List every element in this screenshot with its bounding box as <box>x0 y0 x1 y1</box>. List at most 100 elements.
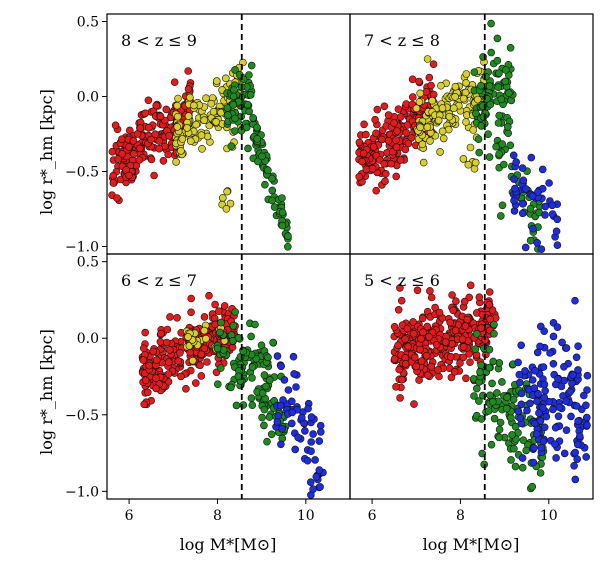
data-point-blue <box>510 196 518 205</box>
data-point-blue <box>562 344 571 352</box>
data-point-yellow <box>439 134 448 143</box>
data-point-red <box>446 318 455 327</box>
data-point-green <box>505 89 513 97</box>
data-point-yellow <box>459 155 468 163</box>
data-point-blue <box>519 176 528 185</box>
data-point-red <box>147 135 155 144</box>
data-point-green <box>490 329 498 338</box>
redshift-label: 6 < z ≤ 7 <box>121 271 197 290</box>
data-point-green <box>230 86 238 94</box>
data-point-red <box>427 293 436 302</box>
panel-frame <box>349 253 594 500</box>
data-point-blue <box>572 402 581 410</box>
data-point-blue <box>287 397 296 406</box>
data-point-blue <box>303 456 312 465</box>
data-point-blue <box>280 376 289 384</box>
data-point-red <box>187 294 195 303</box>
data-point-red <box>410 353 419 362</box>
data-point-red <box>166 346 174 354</box>
data-point-green <box>495 150 503 158</box>
data-point-green <box>283 243 292 251</box>
data-point-blue <box>311 456 319 464</box>
redshift-label: 8 < z ≤ 9 <box>121 31 197 50</box>
data-point-green <box>493 34 502 43</box>
data-point-red <box>392 172 401 181</box>
data-point-blue <box>540 380 549 389</box>
data-point-red <box>176 348 184 357</box>
data-point-yellow <box>428 96 437 105</box>
data-point-green <box>496 418 505 427</box>
y-axis-label-top: log r*_hm [kpc] <box>37 89 56 215</box>
data-point-red <box>152 374 160 383</box>
data-point-blue <box>569 371 577 379</box>
data-point-green <box>268 196 276 205</box>
data-point-red <box>422 351 431 360</box>
data-point-green <box>229 321 238 330</box>
data-point-red <box>418 314 427 323</box>
data-point-blue <box>517 341 526 350</box>
data-point-red <box>159 157 168 165</box>
data-point-green <box>262 382 270 391</box>
data-point-green <box>231 308 239 316</box>
data-point-green <box>472 384 481 393</box>
data-point-red <box>108 147 117 156</box>
data-point-green <box>248 374 256 382</box>
data-point-green <box>470 392 478 400</box>
y-tick-label: −0.5 <box>65 165 99 181</box>
data-point-green <box>213 344 222 353</box>
data-point-red <box>362 130 370 139</box>
data-point-red <box>156 112 165 121</box>
data-point-yellow <box>172 158 180 166</box>
data-point-yellow <box>473 95 482 104</box>
data-point-red <box>164 370 173 378</box>
data-point-red <box>372 129 380 138</box>
data-point-red <box>369 143 378 151</box>
data-point-yellow <box>177 147 185 155</box>
data-point-blue <box>514 358 522 367</box>
y-tick-label: −0.5 <box>65 408 99 424</box>
data-point-green <box>239 347 248 356</box>
data-point-green <box>477 361 486 370</box>
data-point-green <box>474 135 483 143</box>
data-point-green <box>258 413 266 422</box>
data-point-green <box>251 320 259 329</box>
data-point-red <box>417 357 426 365</box>
data-point-red <box>162 338 171 347</box>
data-point-red <box>147 155 156 164</box>
data-point-yellow <box>464 160 473 169</box>
data-point-red <box>404 342 412 351</box>
data-point-yellow <box>423 55 432 63</box>
data-point-red <box>390 322 399 331</box>
data-point-blue <box>518 454 527 462</box>
data-point-blue <box>548 201 557 210</box>
data-point-red <box>432 340 441 349</box>
data-point-red <box>401 360 410 368</box>
data-point-red <box>220 302 229 310</box>
data-point-green <box>216 328 224 337</box>
data-point-yellow <box>184 333 192 341</box>
data-point-yellow <box>189 356 197 365</box>
data-point-red <box>165 132 173 140</box>
data-point-yellow <box>222 74 230 83</box>
data-point-blue <box>539 437 548 446</box>
data-point-green <box>497 95 506 104</box>
data-point-yellow <box>423 123 432 131</box>
data-point-yellow <box>197 131 206 139</box>
data-point-green <box>260 371 269 379</box>
data-point-red <box>397 296 406 305</box>
data-point-yellow <box>186 93 194 102</box>
data-point-green <box>246 91 255 99</box>
data-point-green <box>519 436 528 445</box>
data-point-blue <box>536 417 545 425</box>
data-point-blue <box>521 243 530 252</box>
data-point-red <box>360 120 368 129</box>
panel-top-left: 0.5 0.0 −0.5 −1.0 8 < z ≤ 9 <box>65 13 351 256</box>
data-point-red <box>141 376 150 385</box>
data-point-red <box>392 143 401 151</box>
data-point-red <box>429 90 438 99</box>
data-point-red <box>197 372 206 380</box>
data-point-red <box>381 177 389 185</box>
data-point-green <box>518 463 527 472</box>
panel-bottom-left: 0.5 0.0 −0.5 −1.0 6 8 10 6 < z ≤ 7 <box>65 253 351 524</box>
data-point-red <box>409 329 418 338</box>
